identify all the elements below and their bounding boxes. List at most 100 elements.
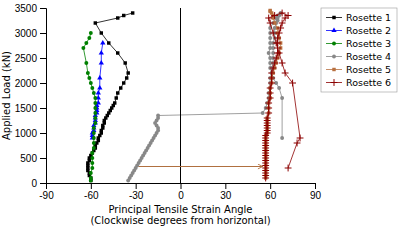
point	[271, 12, 278, 19]
x-tick-label: 0	[178, 190, 184, 201]
y-tick-mark	[40, 133, 46, 134]
y-tick: 0	[31, 178, 46, 189]
point	[131, 11, 134, 14]
x-tick-mark	[270, 183, 271, 189]
y-tick: 2000	[15, 78, 46, 89]
point	[273, 55, 280, 62]
point	[90, 166, 94, 170]
y-tick: 1000	[15, 128, 46, 139]
x-tick-mark	[91, 183, 92, 189]
x-axis-line	[47, 184, 316, 190]
point	[100, 40, 105, 45]
legend-label: Rosette 3	[346, 38, 391, 49]
point	[81, 46, 85, 50]
point	[93, 116, 97, 120]
point	[156, 114, 160, 118]
series-line	[128, 13, 282, 181]
legend-marker	[332, 68, 335, 71]
legend-marker	[332, 16, 335, 19]
point	[268, 70, 275, 77]
x-tick: -30	[129, 183, 144, 201]
point	[119, 86, 122, 89]
legend-item: Rosette 1	[326, 12, 391, 23]
x-tick-mark	[225, 183, 226, 189]
point	[97, 75, 102, 80]
y-tick-mark	[40, 58, 46, 59]
point	[276, 50, 283, 57]
point	[97, 85, 102, 90]
legend-label: Rosette 2	[346, 25, 391, 36]
y-tick-label: 1500	[15, 103, 38, 114]
legend-item: Rosette 3	[326, 38, 391, 49]
y-tick: 3500	[15, 3, 46, 14]
point	[90, 156, 94, 160]
point	[92, 136, 96, 140]
chart: -90-60-300306090050010001500200025003000…	[0, 0, 399, 229]
y-tick: 1500	[15, 103, 46, 114]
point	[86, 71, 90, 75]
point	[92, 141, 96, 145]
x-tick-label: -90	[39, 190, 54, 201]
point	[99, 50, 104, 55]
point	[274, 35, 281, 42]
point	[268, 36, 272, 40]
y-tick-label: 2500	[15, 53, 38, 64]
point	[268, 9, 271, 12]
point	[92, 126, 96, 130]
x-tick-label: 30	[220, 190, 232, 201]
point	[94, 21, 97, 24]
point	[294, 140, 301, 147]
x-axis-title-line: (Clockwise degrees from horizontal)	[90, 215, 270, 226]
x-axis-title: Principal Tensile Strain Angle(Clockwise…	[90, 204, 270, 226]
point	[116, 51, 119, 54]
legend-marker	[332, 42, 336, 46]
point	[273, 40, 280, 47]
series	[264, 9, 282, 180]
point	[279, 10, 286, 17]
point	[107, 41, 110, 44]
y-tick-mark	[40, 183, 46, 184]
y-tick: 500	[20, 153, 46, 164]
legend-label: Rosette 6	[346, 77, 391, 88]
legend-box	[321, 8, 397, 92]
point	[92, 91, 96, 95]
series	[90, 40, 106, 140]
legend-marker	[331, 27, 336, 32]
point	[271, 60, 278, 67]
point	[84, 41, 88, 45]
reference-line	[180, 8, 181, 183]
point	[93, 96, 97, 100]
series	[81, 31, 97, 182]
point	[267, 20, 274, 27]
y-tick-label: 0	[31, 178, 37, 189]
point	[280, 96, 284, 100]
x-tick: -60	[84, 183, 99, 201]
point	[268, 41, 272, 45]
x-axis-title-line: Principal Tensile Strain Angle	[108, 204, 252, 215]
x-tick-mark	[136, 183, 137, 189]
point	[93, 121, 97, 125]
point	[126, 71, 129, 74]
point	[87, 76, 91, 80]
y-axis-line	[40, 9, 47, 184]
y-tick-label: 500	[20, 153, 37, 164]
point	[268, 56, 272, 60]
point	[90, 86, 94, 90]
x-tick: 0	[178, 183, 184, 201]
y-tick-mark	[40, 158, 46, 159]
x-tick-label: -30	[129, 190, 144, 201]
series-line	[266, 13, 300, 178]
plot: -90-60-300306090050010001500200025003000…	[1, 3, 397, 226]
x-tick: 30	[220, 183, 232, 201]
point	[265, 15, 272, 22]
point	[125, 76, 128, 79]
point	[289, 80, 296, 87]
point	[116, 16, 119, 19]
x-tick-label: -60	[84, 190, 99, 201]
legend-marker	[331, 79, 338, 86]
x-tick-label: 90	[310, 190, 322, 201]
point	[92, 131, 96, 135]
y-tick: 3000	[15, 28, 46, 39]
point	[89, 31, 93, 35]
x-tick: 90	[310, 183, 322, 201]
